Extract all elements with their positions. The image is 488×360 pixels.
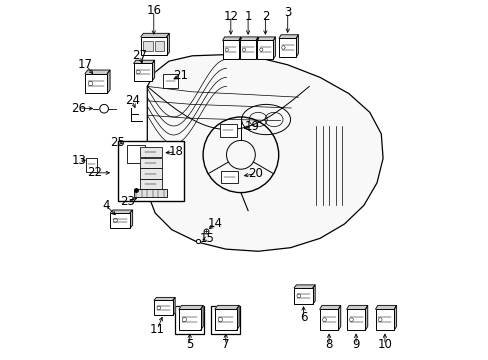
Polygon shape xyxy=(273,37,275,59)
Polygon shape xyxy=(375,306,396,309)
Polygon shape xyxy=(279,35,298,38)
Text: 26: 26 xyxy=(71,102,86,114)
Text: 10: 10 xyxy=(377,338,391,351)
Polygon shape xyxy=(240,37,258,40)
Polygon shape xyxy=(257,37,275,40)
Polygon shape xyxy=(141,33,169,37)
Text: 17: 17 xyxy=(78,58,93,71)
Text: 8: 8 xyxy=(325,338,332,351)
Bar xyxy=(141,37,166,55)
Polygon shape xyxy=(239,37,241,59)
Polygon shape xyxy=(256,37,258,59)
Polygon shape xyxy=(312,285,314,304)
Bar xyxy=(110,213,130,228)
Bar xyxy=(155,41,164,51)
Polygon shape xyxy=(85,70,110,74)
Polygon shape xyxy=(365,306,367,330)
Bar xyxy=(222,40,239,59)
Bar xyxy=(85,158,97,172)
Text: 23: 23 xyxy=(120,195,135,208)
Text: 27: 27 xyxy=(132,49,147,62)
Bar xyxy=(219,124,237,136)
Text: 18: 18 xyxy=(168,145,183,158)
Polygon shape xyxy=(215,306,239,309)
Polygon shape xyxy=(200,306,203,330)
Bar xyxy=(118,141,184,201)
Polygon shape xyxy=(319,306,340,309)
Bar xyxy=(257,40,273,59)
Bar xyxy=(240,40,256,59)
Text: 6: 6 xyxy=(299,311,306,324)
Text: 2: 2 xyxy=(261,10,268,23)
Bar xyxy=(319,309,338,330)
Bar xyxy=(85,73,107,93)
Bar xyxy=(140,158,162,168)
Text: 21: 21 xyxy=(173,69,187,82)
Polygon shape xyxy=(338,306,340,330)
Text: 25: 25 xyxy=(110,136,125,149)
Text: 20: 20 xyxy=(248,167,263,180)
Bar xyxy=(294,288,312,304)
Text: 3: 3 xyxy=(284,6,291,19)
Bar xyxy=(279,38,296,57)
Text: 13: 13 xyxy=(71,154,86,167)
Bar xyxy=(140,168,162,179)
Polygon shape xyxy=(146,55,382,251)
Bar xyxy=(140,147,162,157)
Bar xyxy=(211,306,240,334)
Bar xyxy=(215,309,236,330)
Polygon shape xyxy=(236,306,239,330)
Bar xyxy=(133,63,152,81)
Bar xyxy=(220,171,238,183)
Polygon shape xyxy=(133,60,154,63)
Polygon shape xyxy=(154,297,175,300)
Polygon shape xyxy=(296,35,298,57)
Text: 24: 24 xyxy=(124,94,140,107)
Polygon shape xyxy=(179,306,203,309)
Text: 22: 22 xyxy=(87,166,102,179)
Text: 15: 15 xyxy=(199,232,214,245)
Polygon shape xyxy=(152,60,154,81)
Text: 9: 9 xyxy=(352,338,359,351)
Bar xyxy=(133,189,166,197)
Bar xyxy=(154,300,172,315)
Polygon shape xyxy=(294,285,314,288)
Bar xyxy=(346,309,365,330)
Text: 12: 12 xyxy=(223,10,238,23)
Text: 16: 16 xyxy=(146,4,161,17)
Text: 19: 19 xyxy=(244,120,260,132)
Bar xyxy=(175,306,204,334)
Text: 4: 4 xyxy=(102,199,109,212)
Polygon shape xyxy=(346,306,367,309)
Polygon shape xyxy=(172,297,175,315)
Bar xyxy=(127,145,144,163)
Text: 5: 5 xyxy=(186,338,193,351)
Polygon shape xyxy=(130,210,132,228)
Polygon shape xyxy=(393,306,396,330)
Bar xyxy=(140,179,162,189)
Polygon shape xyxy=(222,37,241,40)
Text: 1: 1 xyxy=(244,10,251,23)
Bar xyxy=(143,41,152,51)
Bar xyxy=(163,74,178,88)
Polygon shape xyxy=(107,70,110,93)
Bar xyxy=(179,309,200,330)
Polygon shape xyxy=(110,210,132,213)
Text: 11: 11 xyxy=(150,323,164,336)
Text: 7: 7 xyxy=(222,338,229,351)
Polygon shape xyxy=(166,33,169,55)
Bar xyxy=(375,309,393,330)
Text: 14: 14 xyxy=(207,217,222,230)
